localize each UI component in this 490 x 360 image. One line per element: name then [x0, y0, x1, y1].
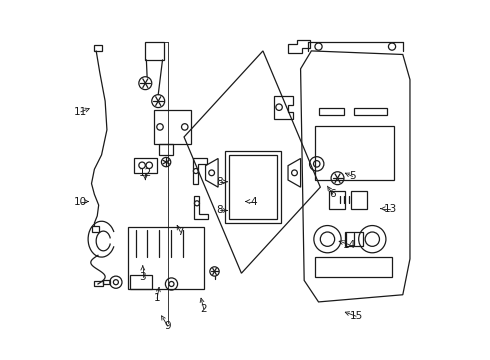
Text: 2: 2	[200, 304, 207, 314]
Bar	[94, 45, 101, 51]
Bar	[354, 108, 387, 116]
Text: 6: 6	[330, 189, 336, 199]
Bar	[315, 126, 394, 180]
Text: 5: 5	[349, 171, 356, 181]
Text: 1: 1	[154, 293, 160, 303]
Text: 11: 11	[74, 107, 87, 117]
Bar	[329, 191, 345, 209]
Text: 10: 10	[74, 197, 87, 207]
Bar	[145, 42, 164, 60]
Text: 15: 15	[349, 311, 363, 321]
Bar	[351, 191, 367, 209]
Bar	[94, 281, 102, 286]
Bar	[318, 108, 343, 116]
Text: 12: 12	[139, 168, 152, 178]
Bar	[92, 226, 99, 232]
Text: 8: 8	[217, 206, 223, 216]
Text: 13: 13	[384, 204, 397, 214]
Bar	[134, 158, 157, 173]
Bar	[103, 280, 110, 284]
Text: 9: 9	[165, 321, 171, 331]
Text: 3: 3	[140, 272, 146, 282]
Bar	[315, 257, 392, 277]
Text: 8: 8	[217, 177, 223, 187]
Bar	[130, 275, 152, 289]
Bar	[345, 232, 364, 246]
Bar	[225, 151, 281, 223]
Bar	[229, 155, 277, 220]
Bar	[128, 226, 204, 289]
Bar	[153, 110, 191, 144]
Bar	[159, 144, 173, 155]
Text: 14: 14	[343, 239, 356, 249]
Text: 4: 4	[251, 197, 257, 207]
Text: 7: 7	[177, 227, 184, 237]
